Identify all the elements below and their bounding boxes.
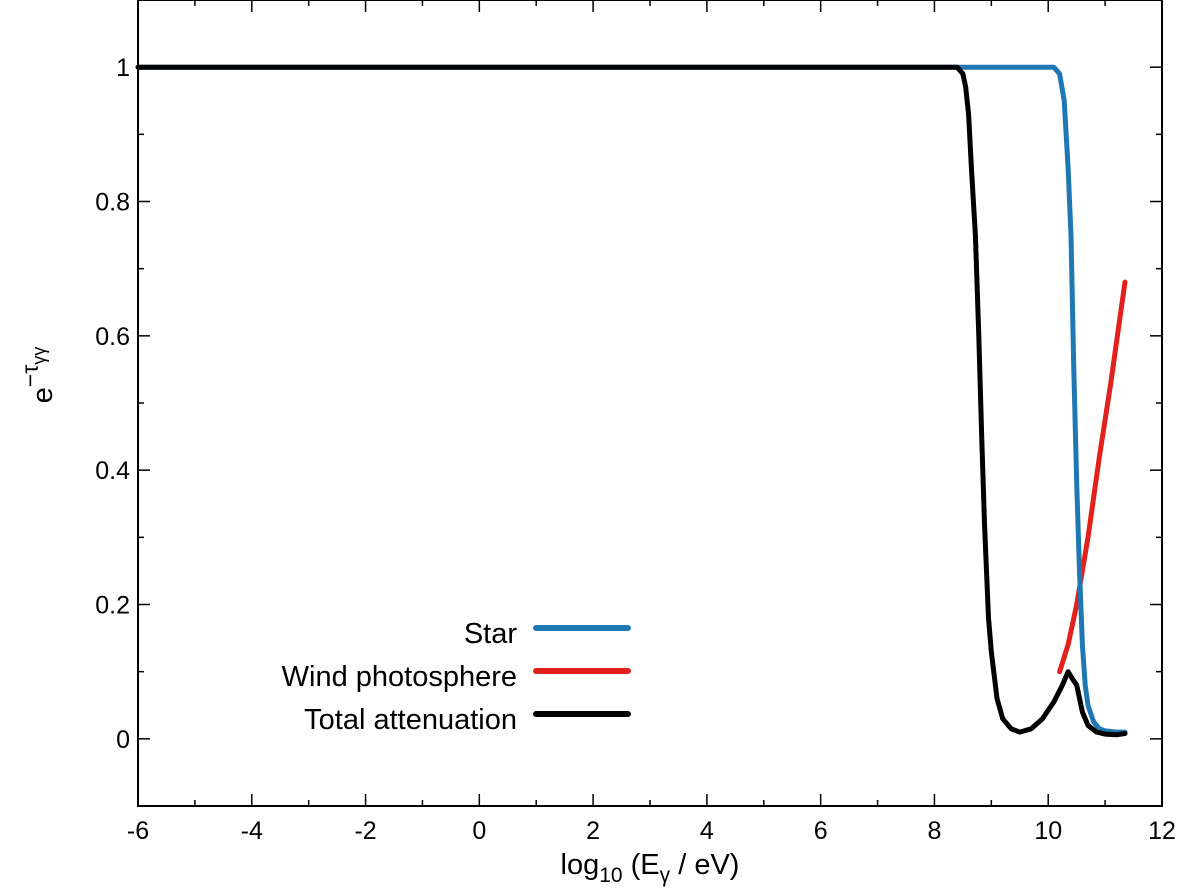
x-tick-label: 2 [586, 817, 600, 845]
y-tick-label: 0.6 [95, 323, 130, 351]
x-tick-labels: -6 -4 -2 0 2 4 6 8 10 12 [127, 817, 1176, 845]
y-tick-label: 0.4 [95, 457, 130, 485]
legend-label-wind-photosphere: Wind photosphere [282, 661, 517, 693]
x-tick-label: -2 [354, 817, 376, 845]
series-line-total-attenuation [135, 64, 1128, 738]
y-axis-label: e−τγγ [17, 347, 59, 404]
x-tick-label: 0 [472, 817, 486, 845]
y-tick-labels: 0 0.2 0.4 0.6 0.8 1 [95, 54, 130, 754]
y-tick-label: 0 [116, 726, 130, 754]
axis-ticks [137, 0, 1163, 807]
x-tick-label: 10 [1034, 817, 1062, 845]
x-axis-label: log10 (Eγ / eV) [561, 849, 740, 887]
legend: Star Wind photosphere Total attenuation [282, 618, 631, 736]
y-tick-label: 0.2 [95, 592, 130, 620]
series-line-star [135, 64, 1128, 735]
legend-label-total-attenuation: Total attenuation [304, 704, 517, 736]
x-tick-label: -4 [241, 817, 263, 845]
y-tick-label: 1 [116, 54, 130, 82]
x-tick-label: 8 [927, 817, 941, 845]
series-lines [135, 64, 1128, 738]
x-tick-label: 12 [1148, 817, 1176, 845]
y-tick-label: 0.8 [95, 189, 130, 217]
series-line-wind-photosphere [1057, 279, 1128, 675]
x-tick-label: 6 [814, 817, 828, 845]
x-tick-label: 4 [700, 817, 714, 845]
legend-label-star: Star [464, 618, 518, 650]
x-tick-label: -6 [127, 817, 149, 845]
